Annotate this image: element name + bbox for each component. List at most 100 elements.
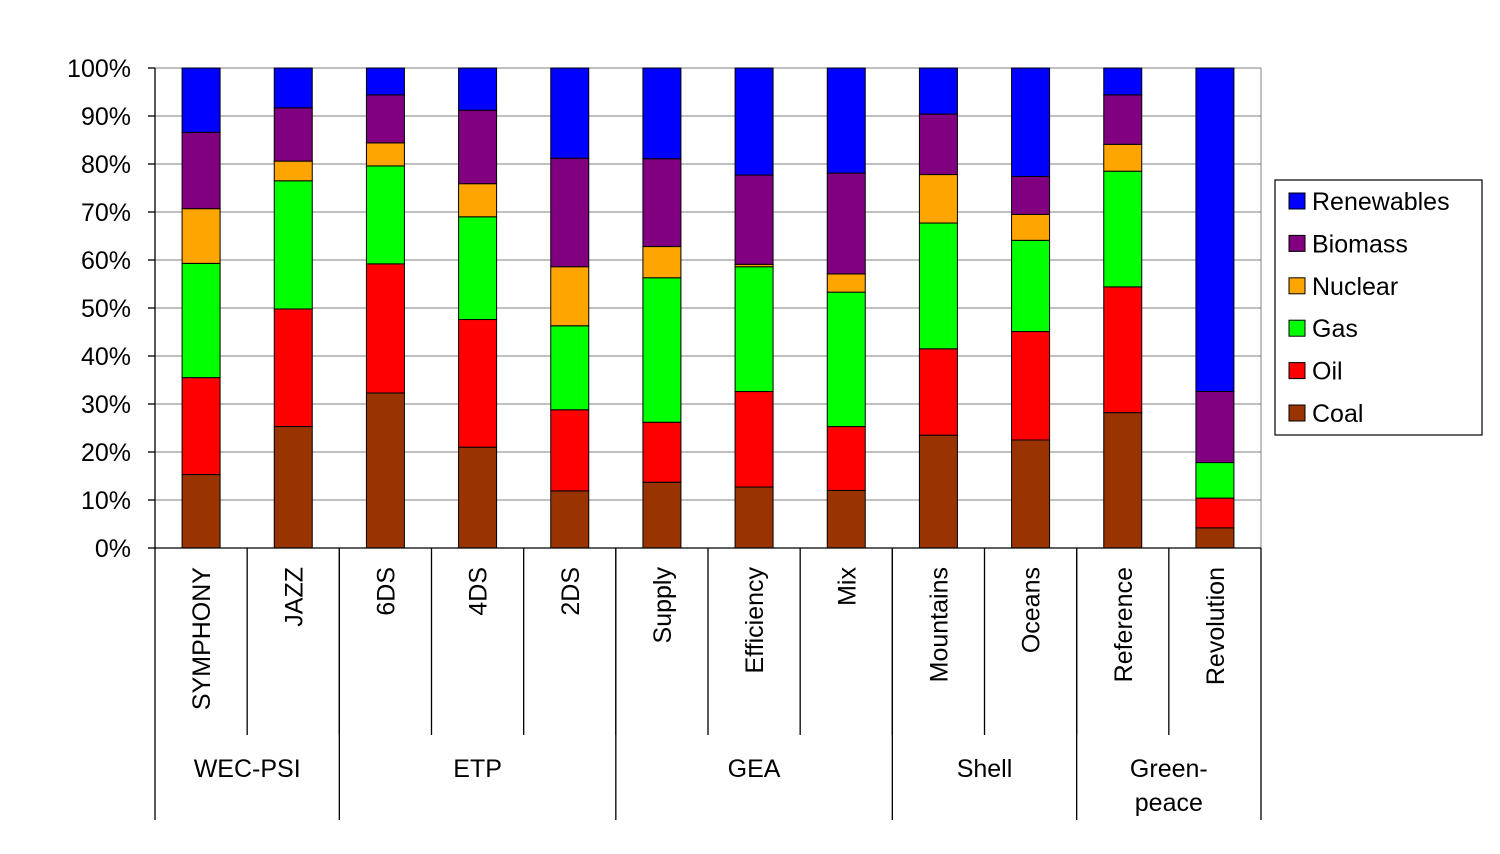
category-label: 4DS — [465, 567, 493, 616]
bar-segment-biomass-2ds — [550, 157, 590, 268]
gridlines — [155, 67, 1262, 549]
bar-segment-gas-revolution — [1195, 462, 1235, 499]
bar-segment-coal-mix — [826, 489, 866, 549]
group-label: peace — [1135, 789, 1203, 817]
legend-label-coal: Coal — [1312, 400, 1363, 428]
y-tick-label: 30% — [81, 391, 131, 419]
y-tick-label: 60% — [81, 247, 131, 275]
bar-segment-oil-mix — [826, 426, 866, 491]
bar-segment-coal-efficiency — [734, 486, 774, 549]
bar-segment-nuclear-mountains — [918, 174, 958, 224]
bar-segment-biomass-symphony — [181, 131, 221, 210]
legend-label-renewables: Renewables — [1312, 188, 1450, 216]
bar-segment-biomass-revolution — [1195, 391, 1235, 464]
bar-segment-oil-2ds — [550, 409, 590, 492]
category-labels: SYMPHONY JAZZ 6DS 4DS 2DS Supply Efficiency Mix… — [188, 567, 1230, 711]
bar-segment-renewables-4ds — [458, 67, 498, 111]
bar-segment-renewables-efficiency — [734, 67, 774, 176]
bar-segment-oil-oceans — [1011, 331, 1051, 441]
legend-swatch-coal — [1288, 404, 1306, 422]
bar-segment-renewables-reference — [1103, 67, 1143, 96]
bar-segment-coal-2ds — [550, 490, 590, 549]
y-tick-label: 0% — [95, 535, 131, 563]
bar-segment-biomass-4ds — [458, 109, 498, 185]
legend-swatch-biomass — [1288, 234, 1306, 252]
category-label: Supply — [649, 567, 677, 644]
legend-swatch-renewables — [1288, 192, 1306, 210]
group-label: Green- — [1130, 755, 1208, 783]
bar-segment-coal-revolution — [1195, 527, 1235, 549]
bar-segment-coal-symphony — [181, 474, 221, 549]
bar-segment-biomass-mix — [826, 172, 866, 275]
bar-segment-nuclear-reference — [1103, 143, 1143, 172]
group-label: Shell — [957, 755, 1013, 783]
legend-label-gas: Gas — [1312, 315, 1358, 343]
axes — [148, 67, 1262, 820]
bar-segment-renewables-2ds — [550, 67, 590, 159]
bar-segment-renewables-supply — [642, 67, 682, 160]
category-label: Mix — [833, 567, 861, 606]
bar-segment-gas-symphony — [181, 262, 221, 379]
bar-segment-oil-revolution — [1195, 497, 1235, 529]
bar-segment-nuclear-mix — [826, 273, 866, 293]
bar-segment-gas-6ds — [365, 165, 405, 265]
y-tick-label: 50% — [81, 295, 131, 323]
y-tick-label: 80% — [81, 151, 131, 179]
bar-segment-nuclear-supply — [642, 246, 682, 279]
legend-swatch-oil — [1288, 362, 1306, 380]
bar-segment-renewables-jazz — [273, 67, 313, 109]
legend-box — [1274, 179, 1483, 436]
bar-segment-nuclear-4ds — [458, 183, 498, 218]
bar-segment-oil-symphony — [181, 377, 221, 476]
legend: Renewables Biomass Nuclear Gas Oil Coal — [1274, 179, 1483, 436]
legend-swatch-nuclear — [1288, 277, 1306, 295]
bar-segment-oil-6ds — [365, 263, 405, 394]
bar-segment-biomass-oceans — [1011, 175, 1051, 215]
legend-label-oil: Oil — [1312, 358, 1343, 386]
bar-segment-nuclear-jazz — [273, 160, 313, 182]
legend-label-nuclear: Nuclear — [1312, 273, 1398, 301]
bar-segment-coal-supply — [642, 481, 682, 549]
bar-segment-gas-reference — [1103, 170, 1143, 288]
bar-segment-nuclear-symphony — [181, 208, 221, 264]
group-label: GEA — [728, 755, 781, 783]
category-label: SYMPHONY — [188, 567, 216, 710]
bar-segment-coal-4ds — [458, 446, 498, 549]
bar-segment-coal-reference — [1103, 412, 1143, 549]
bar-segment-nuclear-6ds — [365, 142, 405, 167]
bar-segment-renewables-6ds — [365, 67, 405, 96]
bar-segment-oil-mountains — [918, 348, 958, 436]
bar-segment-gas-mix — [826, 291, 866, 428]
bar-segment-nuclear-oceans — [1011, 213, 1051, 241]
category-label: Mountains — [925, 567, 953, 682]
bar-segment-coal-mountains — [918, 434, 958, 549]
bar-segment-coal-6ds — [365, 392, 405, 549]
category-label: JAZZ — [280, 567, 308, 627]
category-label: 2DS — [557, 567, 585, 616]
bar-segment-biomass-reference — [1103, 94, 1143, 145]
bar-segment-biomass-6ds — [365, 94, 405, 144]
bar-segment-oil-supply — [642, 421, 682, 483]
legend-label-biomass: Biomass — [1312, 230, 1408, 258]
y-tick-label: 90% — [81, 103, 131, 131]
bar-segment-oil-reference — [1103, 286, 1143, 414]
bar-segment-biomass-supply — [642, 158, 682, 248]
bar-segment-coal-oceans — [1011, 439, 1051, 549]
y-tick-label: 20% — [81, 439, 131, 467]
bar-segment-gas-2ds — [550, 325, 590, 411]
bar-segment-gas-mountains — [918, 222, 958, 350]
bar-segment-renewables-symphony — [181, 67, 221, 133]
bar-segment-renewables-oceans — [1011, 67, 1051, 177]
y-tick-label: 100% — [67, 55, 131, 83]
category-label: 6DS — [372, 567, 400, 616]
y-tick-label: 10% — [81, 487, 131, 515]
bar-segment-nuclear-2ds — [550, 266, 590, 327]
bar-segment-gas-oceans — [1011, 239, 1051, 333]
bar-segment-gas-4ds — [458, 216, 498, 321]
category-label: Efficiency — [741, 567, 769, 674]
group-label: ETP — [453, 755, 502, 783]
y-tick-labels: 0% 10% 20% 30% 40% 50% 60% 70% 80% 90% 100% — [67, 55, 131, 563]
y-tick-label: 70% — [81, 199, 131, 227]
bar-segment-renewables-mix — [826, 67, 866, 174]
